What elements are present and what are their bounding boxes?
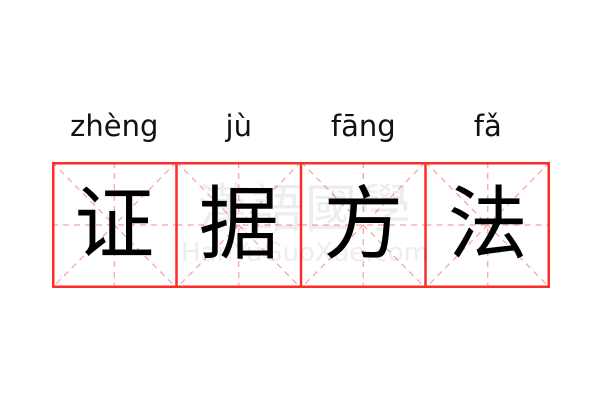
guide-diagonal [300,162,426,288]
character-cell-2: 据 [198,178,279,271]
watermark: 漢語國學 HanYuGuoXue.com [170,180,440,268]
pinyin-2: jù [225,109,252,143]
guide-diagonal [52,162,177,288]
pinyin-4: fǎ [473,109,502,143]
character-grid: 漢語國學 HanYuGuoXue.com 证 据 方 法 [52,162,550,288]
character-cell-4: 法 [447,178,528,271]
character-cell-1: 证 [74,178,155,271]
pinyin-1: zhèng [70,109,159,143]
watermark-chinese: 漢語國學 [196,180,413,240]
grid-guides [52,162,550,288]
character-cell-3: 方 [323,178,404,271]
watermark-latin: HanYuGuoXue.com [181,238,429,268]
pinyin-row: zhèng jù fāng fǎ [52,106,550,146]
pinyin-3: fāng [330,109,396,143]
guide-diagonal [176,162,302,288]
guide-diagonal [425,162,550,288]
